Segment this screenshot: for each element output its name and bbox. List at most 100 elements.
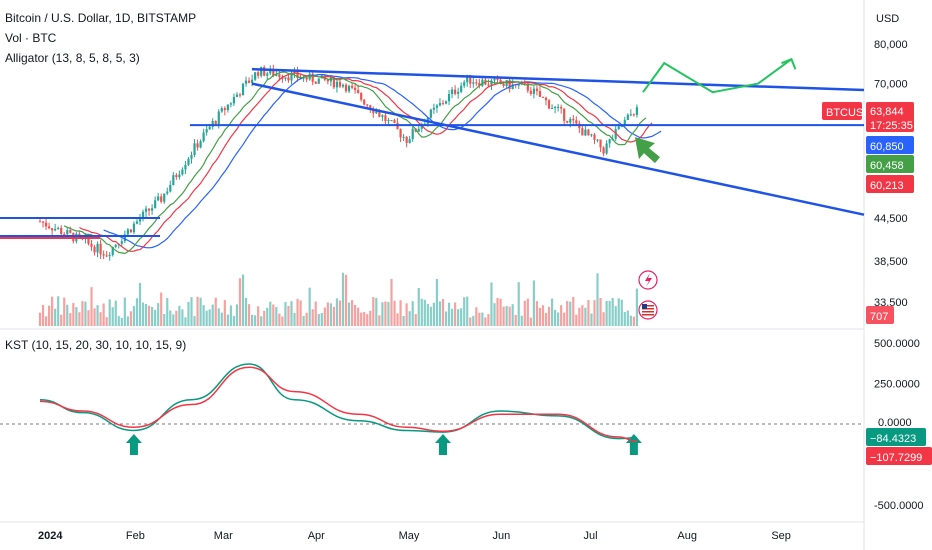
volume-bar <box>114 300 117 326</box>
candle-body <box>575 120 578 124</box>
candle-body <box>541 96 545 98</box>
candle-body <box>481 79 484 86</box>
volume-bar <box>399 300 402 326</box>
volume-bar <box>523 300 526 326</box>
volume-bar <box>484 317 487 326</box>
volume-bar <box>335 298 339 326</box>
volume-bar <box>99 312 102 326</box>
axes: 80,00070,00044,50038,50033,500USD500.000… <box>38 13 932 542</box>
candle-body <box>123 234 126 242</box>
candle-body <box>569 118 572 123</box>
countdown-text: 17:25:35 <box>870 120 913 132</box>
volume-bar <box>472 315 475 326</box>
volume-legend[interactable]: Vol · BTC <box>5 31 57 45</box>
volume-bar <box>44 316 48 326</box>
candle-body <box>166 191 169 194</box>
candle-body <box>490 80 493 85</box>
candle-body <box>620 126 623 128</box>
candle-body <box>199 141 202 148</box>
candle-body <box>241 83 245 96</box>
candle-body <box>175 175 178 178</box>
candle-body <box>38 221 42 223</box>
candle-body <box>635 107 639 115</box>
volume-bar <box>235 304 239 326</box>
volume-bar <box>432 302 435 326</box>
kst-legend[interactable]: KST (10, 15, 20, 30, 10, 10, 15, 9) <box>5 338 187 352</box>
candle-body <box>408 139 411 143</box>
volume-bar <box>487 314 490 326</box>
volume-bar <box>417 287 420 326</box>
volume-bar <box>599 297 602 326</box>
volume-bar <box>490 282 493 326</box>
volume-bar <box>587 299 590 326</box>
candle-body <box>587 129 590 136</box>
candle-body <box>44 222 48 227</box>
jaw-tag <box>866 136 914 154</box>
volume-bar <box>547 306 551 326</box>
volume-bar <box>608 300 611 326</box>
volume-bar <box>311 309 314 326</box>
candle-body <box>69 230 72 233</box>
candle-body <box>193 143 196 155</box>
candle-body <box>450 89 454 95</box>
candle-body <box>460 85 463 92</box>
candle-body <box>581 128 584 136</box>
volume-bar <box>381 302 384 326</box>
volume-bar <box>426 303 429 326</box>
volume-bar <box>469 317 472 326</box>
candle-body <box>220 108 223 112</box>
volume-bar <box>566 301 569 326</box>
candle-body <box>144 208 148 212</box>
candle-body <box>263 67 266 76</box>
candle-body <box>214 120 217 124</box>
projection-arrowhead <box>781 57 797 70</box>
volume-bar <box>320 313 323 326</box>
volume-bar <box>266 307 269 326</box>
volume-bar <box>238 278 242 326</box>
teeth-tag <box>866 175 914 193</box>
volume-bar <box>299 300 302 326</box>
time-label: 2024 <box>38 530 63 542</box>
us-flag-icon <box>638 300 658 320</box>
candle-body <box>135 221 139 224</box>
alligator-legend[interactable]: Alligator (13, 8, 5, 8, 5, 3) <box>5 51 140 65</box>
candle-body <box>275 74 278 76</box>
candle-body <box>60 227 63 234</box>
volume-bar <box>254 315 257 326</box>
alligator-lines <box>63 71 662 255</box>
candle-body <box>532 88 535 94</box>
time-label: Sep <box>771 530 791 542</box>
candle-body <box>429 109 432 118</box>
candle-body <box>502 83 505 87</box>
candle-body <box>138 218 142 222</box>
trend-drawings <box>0 57 865 455</box>
flag-stripe <box>642 311 654 313</box>
candle-body <box>226 104 229 111</box>
volume-bar <box>214 297 217 326</box>
candle-body <box>251 79 254 83</box>
candle-body <box>229 103 232 105</box>
candle-body <box>632 114 635 116</box>
volume-bar <box>308 287 311 326</box>
candle-body <box>196 143 199 148</box>
volume-bars <box>38 272 639 326</box>
volume-bar <box>108 299 111 326</box>
currency-label: USD <box>876 13 899 25</box>
candle-body <box>617 126 620 130</box>
volume-bar <box>157 303 160 326</box>
candle-body <box>590 134 593 136</box>
volume-bar <box>275 307 278 326</box>
volume-bar <box>296 298 299 326</box>
grid <box>0 0 865 550</box>
volume-bar <box>593 300 596 326</box>
symbol-title[interactable]: Bitcoin / U.S. Dollar, 1D, BITSTAMP <box>5 11 197 25</box>
candle-body <box>57 227 60 229</box>
candle-body <box>208 126 211 130</box>
volume-bar <box>247 304 251 326</box>
volume-bar <box>69 313 72 326</box>
volume-bar <box>147 305 151 326</box>
volume-bar <box>60 314 63 326</box>
time-label: May <box>399 530 420 542</box>
candle-body <box>444 101 448 104</box>
